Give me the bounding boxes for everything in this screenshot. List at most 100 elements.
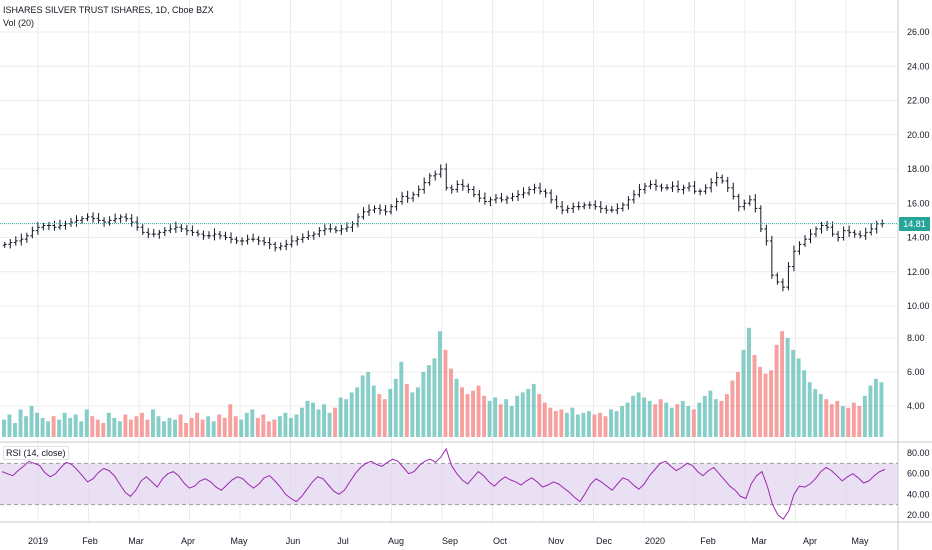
volume-bar	[564, 412, 569, 437]
volume-bar	[95, 419, 100, 437]
volume-title: Vol (20)	[3, 18, 35, 28]
volume-bars	[2, 327, 884, 437]
time-tick-label: Aug	[388, 536, 404, 546]
price-bar	[422, 177, 427, 194]
price-bar	[538, 182, 543, 195]
time-tick-label: Oct	[493, 536, 508, 546]
price-bar	[576, 201, 581, 211]
volume-tick-label: 6.00	[907, 367, 925, 377]
volume-bar	[498, 404, 503, 437]
price-bar	[802, 235, 807, 247]
price-bar	[659, 183, 664, 192]
volume-bar	[167, 417, 172, 437]
time-tick-label: Apr	[181, 536, 195, 546]
volume-bar	[708, 390, 713, 437]
price-bar	[808, 228, 813, 244]
price-bar	[593, 200, 598, 210]
price-bar	[714, 171, 719, 187]
volume-bar	[73, 414, 78, 437]
volume-tick-label: 8.00	[907, 333, 925, 343]
rsi-line	[1, 447, 886, 520]
price-bar	[786, 261, 791, 291]
price-bar	[532, 183, 537, 194]
price-bar	[460, 179, 465, 191]
price-bar	[791, 245, 796, 272]
time-tick-label: Sep	[442, 536, 458, 546]
price-bar	[262, 236, 267, 246]
price-axis: 26.00 24.00 22.00 20.00 18.00 16.00 14.00 12.00…	[907, 27, 930, 411]
volume-bar	[233, 416, 238, 437]
price-bar	[753, 194, 758, 213]
price-bar	[135, 216, 140, 231]
price-bar	[819, 221, 824, 234]
volume-bar	[68, 417, 73, 437]
price-bar	[720, 174, 725, 184]
volume-bar	[642, 397, 647, 437]
price-bar	[168, 224, 173, 234]
price-bar	[598, 201, 603, 214]
price-tick-label: 22.00	[907, 96, 930, 106]
volume-bar	[763, 373, 768, 437]
price-bar	[129, 214, 134, 227]
volume-bar	[151, 409, 155, 437]
volume-bar	[437, 331, 442, 437]
volume-bar	[239, 419, 244, 437]
time-tick-label: Jun	[286, 536, 301, 546]
volume-bar	[614, 411, 619, 437]
price-bar	[19, 233, 24, 246]
price-bar	[549, 189, 554, 204]
price-bar	[444, 163, 449, 191]
volume-bar	[399, 361, 404, 437]
volume-bar	[432, 358, 437, 437]
price-bar	[107, 216, 112, 226]
price-bar	[184, 224, 189, 236]
price-bar	[847, 225, 852, 237]
price-bar	[372, 205, 377, 214]
price-bar	[8, 239, 13, 249]
volume-bar	[531, 383, 536, 437]
price-tick-label: 16.00	[907, 198, 930, 208]
price-bar	[836, 230, 841, 242]
time-tick-label: Feb	[700, 536, 716, 546]
volume-bar	[206, 416, 211, 437]
volume-bar	[482, 395, 487, 437]
price-bar	[195, 229, 200, 237]
price-bar	[775, 272, 780, 285]
price-bar	[322, 224, 327, 236]
volume-bar	[266, 421, 271, 437]
volume-bar	[300, 407, 304, 437]
price-tick-label: 10.00	[907, 301, 930, 311]
volume-bar	[741, 349, 746, 437]
price-bar	[631, 190, 636, 204]
volume-bar	[873, 378, 878, 437]
volume-bar	[846, 407, 851, 437]
price-bar	[433, 170, 438, 181]
volume-bar	[465, 394, 470, 437]
price-bar	[493, 194, 498, 204]
price-bar	[471, 185, 476, 198]
volume-bar	[724, 394, 729, 437]
volume-bar	[658, 399, 663, 437]
price-bar	[703, 184, 708, 195]
volume-bar	[128, 419, 133, 437]
rsi-legend: RSI (14, close)	[3, 446, 69, 460]
volume-bar	[680, 400, 685, 437]
price-bar	[863, 227, 868, 240]
volume-bar	[178, 414, 183, 437]
volume-bar	[134, 416, 139, 437]
volume-bar	[371, 385, 376, 437]
volume-bar	[719, 400, 724, 437]
volume-bar	[112, 417, 117, 437]
price-bar	[339, 224, 344, 235]
price-bar	[300, 233, 305, 243]
price-bar	[504, 195, 509, 204]
price-bar	[609, 205, 614, 213]
price-bar	[333, 225, 338, 234]
price-bar	[52, 220, 57, 231]
price-bar	[665, 184, 670, 191]
volume-bar	[487, 400, 492, 437]
volume-bar	[774, 344, 779, 437]
volume-bar	[51, 416, 56, 437]
